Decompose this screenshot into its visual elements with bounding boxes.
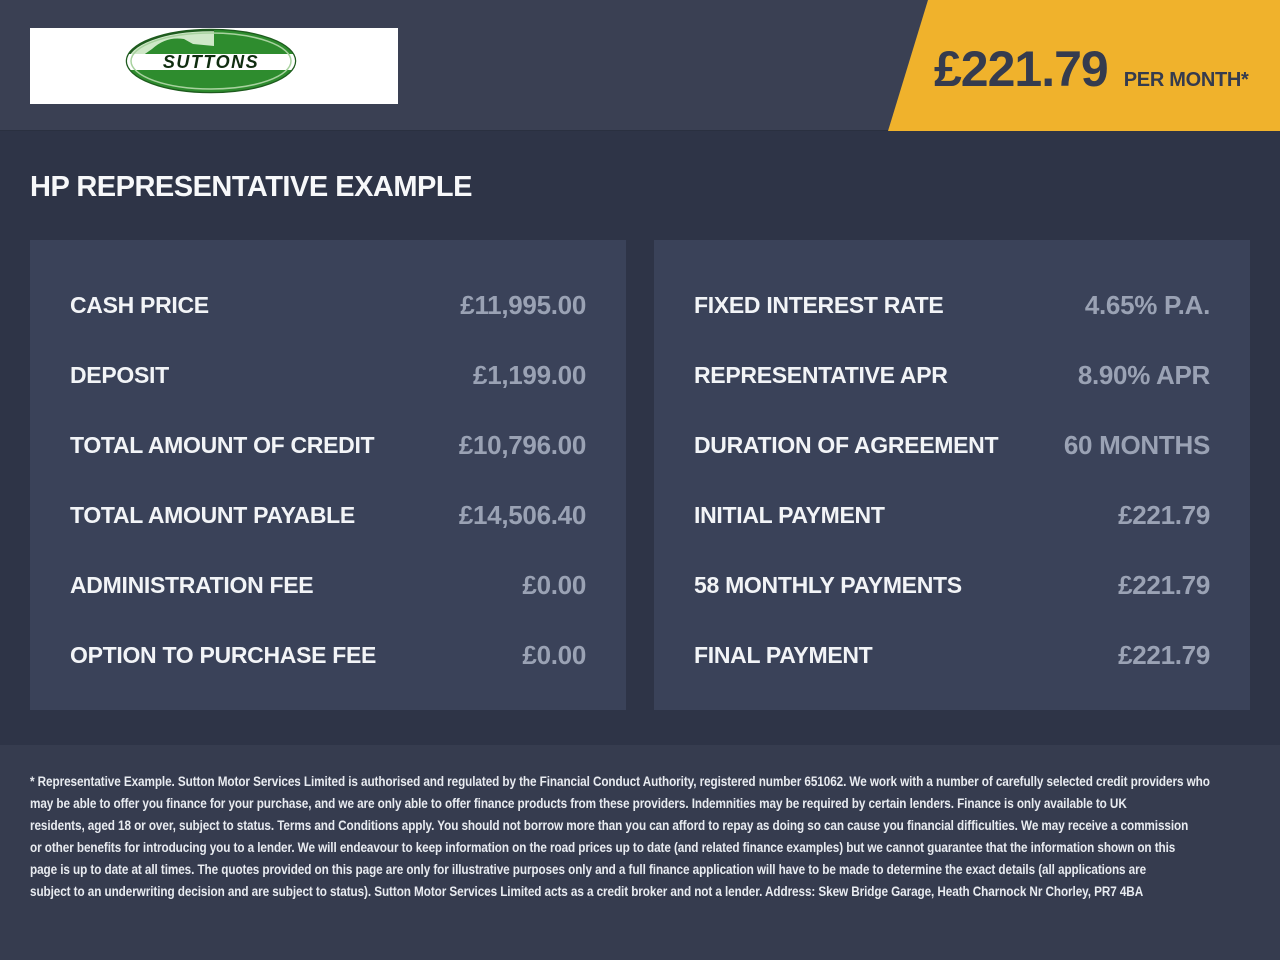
finance-label: OPTION TO PURCHASE FEE <box>70 641 377 668</box>
price-banner: £221.79 PER MONTH* <box>888 0 1280 131</box>
finance-value: £0.00 <box>522 639 586 670</box>
table-row: FIXED INTEREST RATE 4.65% P.A. <box>694 270 1210 340</box>
header-bar: SUTTONS £221.79 PER MONTH* <box>0 0 1280 131</box>
table-row: TOTAL AMOUNT PAYABLE £14,506.40 <box>70 480 586 550</box>
legal-text-line: or other benefits for introducing you to… <box>30 840 1176 855</box>
finance-value: £221.79 <box>1118 569 1210 600</box>
suttons-logo-icon: SUTTONS <box>125 28 297 94</box>
finance-value: £1,199.00 <box>473 359 586 390</box>
table-row: 58 MONTHLY PAYMENTS £221.79 <box>694 550 1210 620</box>
table-row: INITIAL PAYMENT £221.79 <box>694 480 1210 550</box>
finance-value: £14,506.40 <box>458 499 586 530</box>
finance-value: 60 MONTHS <box>1063 429 1210 460</box>
per-month-label: PER MONTH* <box>1123 69 1249 91</box>
car-icon <box>142 38 216 56</box>
table-row: FINAL PAYMENT £221.79 <box>694 620 1210 690</box>
finance-value: £0.00 <box>522 569 586 600</box>
finance-panel-left: CASH PRICE £11,995.00 DEPOSIT £1,199.00 … <box>30 240 626 710</box>
finance-value: £221.79 <box>1118 499 1210 530</box>
finance-label: DURATION OF AGREEMENT <box>694 431 999 458</box>
finance-panel-right: FIXED INTEREST RATE 4.65% P.A. REPRESENT… <box>654 240 1250 710</box>
legal-text-line: residents, aged 18 or over, subject to s… <box>30 818 1189 833</box>
finance-value: 8.90% APR <box>1077 359 1210 390</box>
finance-value: £221.79 <box>1118 639 1210 670</box>
finance-label: INITIAL PAYMENT <box>694 501 885 528</box>
table-row: REPRESENTATIVE APR 8.90% APR <box>694 340 1210 410</box>
finance-panels: CASH PRICE £11,995.00 DEPOSIT £1,199.00 … <box>30 240 1250 710</box>
finance-value: £11,995.00 <box>460 289 586 320</box>
finance-value: 4.65% P.A. <box>1084 289 1210 320</box>
finance-label: CASH PRICE <box>70 291 209 318</box>
finance-label: FINAL PAYMENT <box>694 641 873 668</box>
finance-label: 58 MONTHLY PAYMENTS <box>694 571 962 598</box>
finance-label: ADMINISTRATION FEE <box>70 571 314 598</box>
legal-text-line: may be able to offer you finance for you… <box>30 796 1127 811</box>
table-row: TOTAL AMOUNT OF CREDIT £10,796.00 <box>70 410 586 480</box>
table-row: DEPOSIT £1,199.00 <box>70 340 586 410</box>
legal-text-line: * Representative Example. Sutton Motor S… <box>30 774 1210 789</box>
finance-label: TOTAL AMOUNT PAYABLE <box>70 501 355 528</box>
finance-label: REPRESENTATIVE APR <box>694 361 948 388</box>
table-row: ADMINISTRATION FEE £0.00 <box>70 550 586 620</box>
legal-footer: * Representative Example. Sutton Motor S… <box>0 745 1280 960</box>
finance-label: DEPOSIT <box>70 361 169 388</box>
main-content: HP REPRESENTATIVE EXAMPLE CASH PRICE £11… <box>0 131 1280 745</box>
legal-text-line: subject to an underwriting decision and … <box>30 884 1144 899</box>
table-row: OPTION TO PURCHASE FEE £0.00 <box>70 620 586 690</box>
table-row: CASH PRICE £11,995.00 <box>70 270 586 340</box>
table-row: DURATION OF AGREEMENT 60 MONTHS <box>694 410 1210 480</box>
finance-label: FIXED INTEREST RATE <box>694 291 944 318</box>
monthly-price: £221.79 <box>934 41 1109 97</box>
legal-text-line: page is up to date at all times. The quo… <box>30 862 1147 877</box>
suttons-logo: SUTTONS <box>30 28 398 104</box>
page-title: HP REPRESENTATIVE EXAMPLE <box>30 171 472 203</box>
finance-label: TOTAL AMOUNT OF CREDIT <box>70 431 375 458</box>
logo-brand-text: SUTTONS <box>163 52 259 72</box>
finance-value: £10,796.00 <box>458 429 586 460</box>
